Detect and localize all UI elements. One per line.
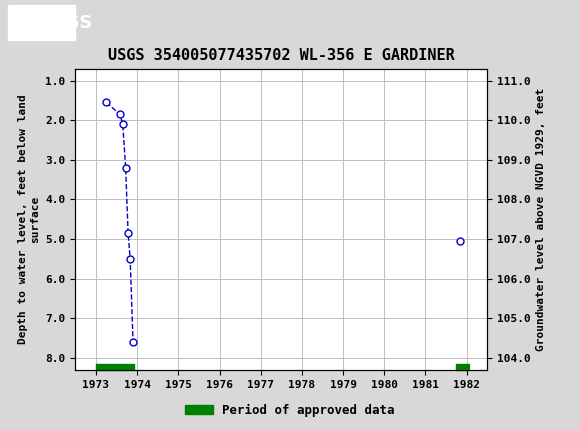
Y-axis label: Depth to water level, feet below land
surface: Depth to water level, feet below land su…	[19, 95, 40, 344]
FancyBboxPatch shape	[8, 6, 75, 40]
Title: USGS 354005077435702 WL-356 E GARDINER: USGS 354005077435702 WL-356 E GARDINER	[108, 49, 455, 64]
Text: ≡: ≡	[13, 14, 28, 31]
Text: USGS: USGS	[38, 14, 93, 31]
Legend: Period of approved data: Period of approved data	[180, 399, 400, 421]
Y-axis label: Groundwater level above NGVD 1929, feet: Groundwater level above NGVD 1929, feet	[536, 88, 546, 351]
